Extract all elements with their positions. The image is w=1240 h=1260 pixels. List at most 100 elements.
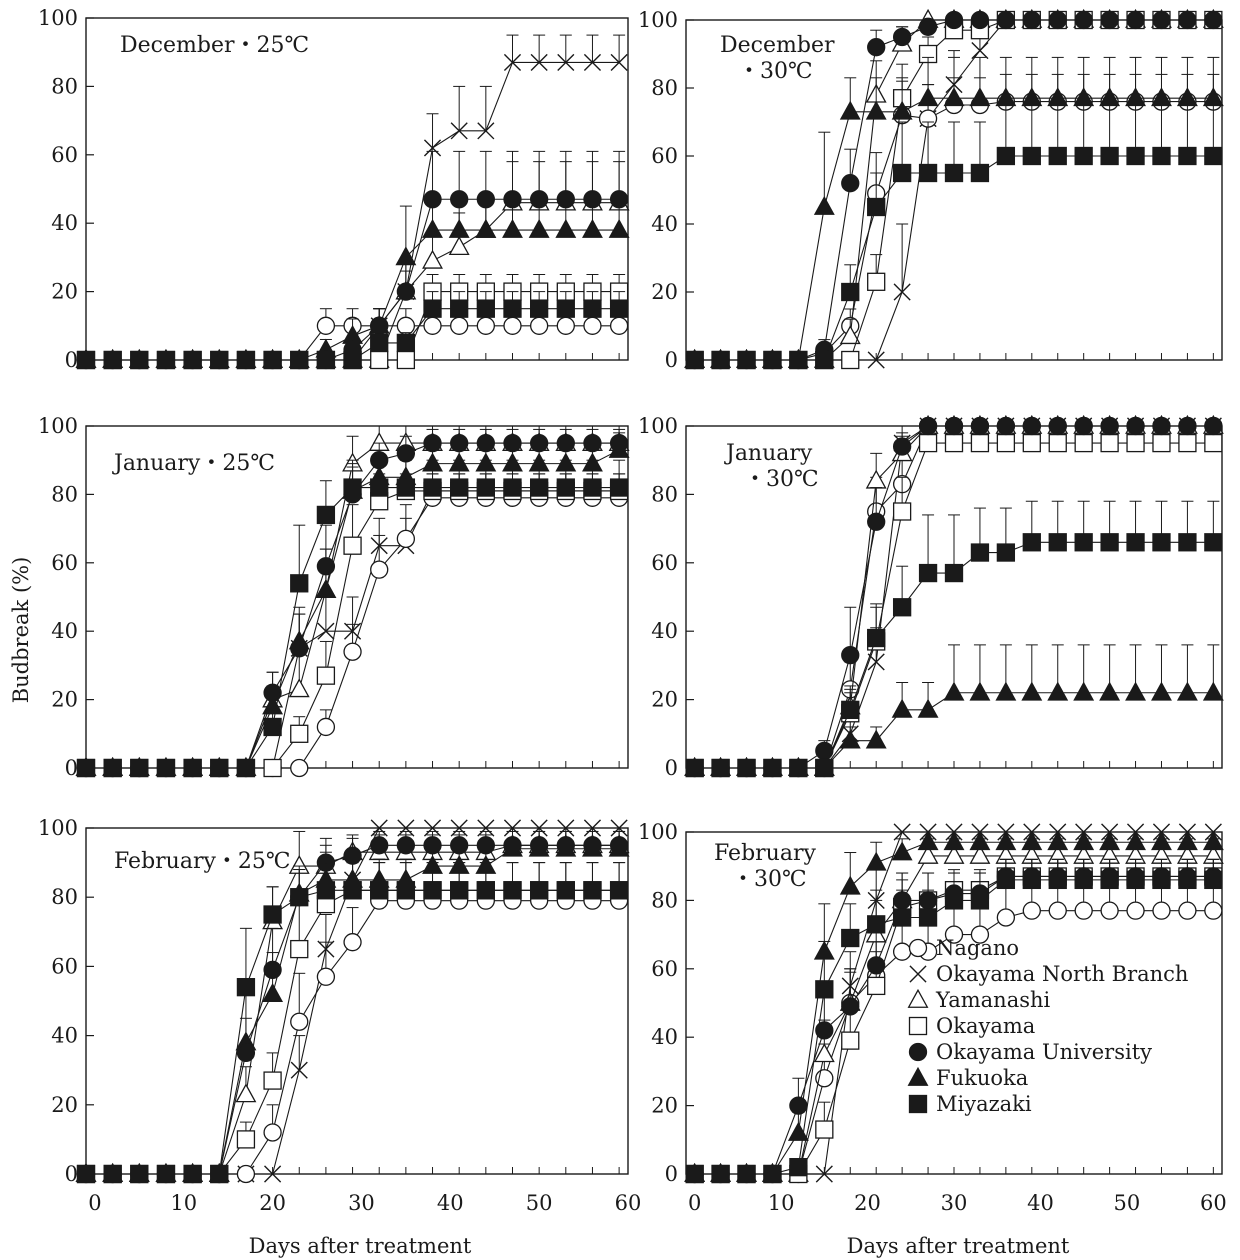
data-point (970, 433, 990, 453)
y-tick-label: 20 (51, 280, 78, 304)
data-point (476, 190, 495, 209)
data-point (970, 163, 990, 183)
panel-title: February (714, 841, 816, 866)
data-point (450, 190, 469, 209)
data-point (970, 543, 990, 562)
data-point (1047, 831, 1069, 851)
data-point (970, 891, 990, 910)
data-point (609, 299, 629, 318)
x-tick-label: 30 (941, 1191, 968, 1215)
data-point (841, 645, 860, 665)
data-point (396, 444, 416, 463)
data-point (183, 758, 202, 778)
y-tick-label: 40 (651, 1025, 678, 1049)
data-point (867, 956, 886, 975)
data-point (1152, 533, 1171, 552)
data-point (210, 350, 229, 370)
data-point (971, 42, 989, 60)
data-point (1126, 901, 1145, 920)
panel-3: 0 20 40 60 80 100 January・25℃ (38, 414, 630, 780)
data-point (1022, 901, 1041, 920)
data-point (1100, 533, 1119, 552)
data-point (918, 433, 938, 453)
data-point (892, 163, 912, 183)
data-point (290, 350, 309, 370)
data-point (995, 681, 1017, 701)
data-point (503, 433, 522, 453)
data-point (557, 53, 575, 72)
data-point (893, 823, 911, 841)
y-tick-label: 80 (51, 74, 78, 98)
data-point (583, 190, 602, 209)
data-point (316, 666, 336, 685)
data-point (423, 836, 442, 855)
plot-frame (85, 425, 629, 769)
legend-label: Okayama University (936, 1040, 1152, 1064)
data-point (423, 190, 442, 209)
data-point (918, 563, 938, 583)
data-point (917, 87, 939, 107)
data-point (370, 478, 389, 497)
y-tick-label: 60 (51, 954, 78, 978)
data-point (236, 350, 256, 370)
data-point (503, 478, 522, 497)
data-point (76, 758, 96, 778)
data-point (556, 433, 575, 453)
data-point (918, 416, 938, 436)
data-point (1048, 533, 1067, 552)
data-point (316, 505, 336, 525)
data-point (263, 905, 282, 924)
x-tick-label: 10 (170, 1191, 197, 1215)
y-tick-label: 80 (651, 888, 678, 912)
data-point (867, 915, 886, 934)
series-fukuoka (684, 831, 1224, 1182)
data-point (450, 122, 468, 140)
data-point (1100, 870, 1119, 890)
panels: 020406080100December・25℃020406080100Dece… (38, 6, 1227, 1215)
y-tick-label: 100 (638, 8, 678, 32)
panel-5: 0 20 40 60 80 100 0 10 20 30 40 50 60 February・25℃ (38, 816, 641, 1215)
legend-marker (909, 965, 927, 983)
data-point (343, 642, 362, 661)
legend-item-okayama: Okayama (908, 1014, 1035, 1038)
panel-title: January (724, 441, 813, 466)
series-miyazaki (76, 291, 629, 370)
legend-marker (908, 1016, 928, 1036)
y-tick-label: 60 (51, 143, 78, 167)
y-tick-label: 0 (665, 348, 678, 372)
data-point (290, 888, 309, 907)
data-point (290, 1061, 308, 1079)
data-point (316, 557, 336, 576)
data-point (763, 350, 782, 370)
legend-marker (907, 1066, 929, 1086)
data-point (1178, 433, 1197, 453)
data-point (1048, 10, 1067, 30)
data-point (892, 598, 912, 617)
data-point (370, 350, 389, 370)
data-point (503, 299, 522, 318)
data-point (892, 908, 912, 927)
data-point (1204, 10, 1223, 30)
data-point (583, 881, 602, 900)
data-point (503, 881, 522, 900)
data-point (865, 100, 887, 120)
data-point (583, 478, 602, 497)
data-point (556, 190, 575, 209)
data-point (1021, 681, 1043, 701)
data-point (1152, 416, 1171, 436)
data-point (156, 350, 176, 370)
data-point (841, 700, 860, 720)
data-point (917, 844, 939, 864)
data-point (867, 351, 885, 369)
data-point (944, 563, 964, 583)
data-point (476, 316, 495, 335)
data-point (813, 1043, 835, 1063)
data-point (1178, 901, 1197, 920)
y-tick-label: 60 (651, 957, 678, 981)
panel-4: 0 20 40 60 80 100 January・30℃ (638, 414, 1224, 780)
y-tick-label: 80 (51, 482, 78, 506)
data-point (529, 881, 549, 900)
data-point (290, 574, 309, 593)
legend-item-yamanashi: Yamanashi (907, 988, 1051, 1012)
data-point (1202, 681, 1224, 701)
